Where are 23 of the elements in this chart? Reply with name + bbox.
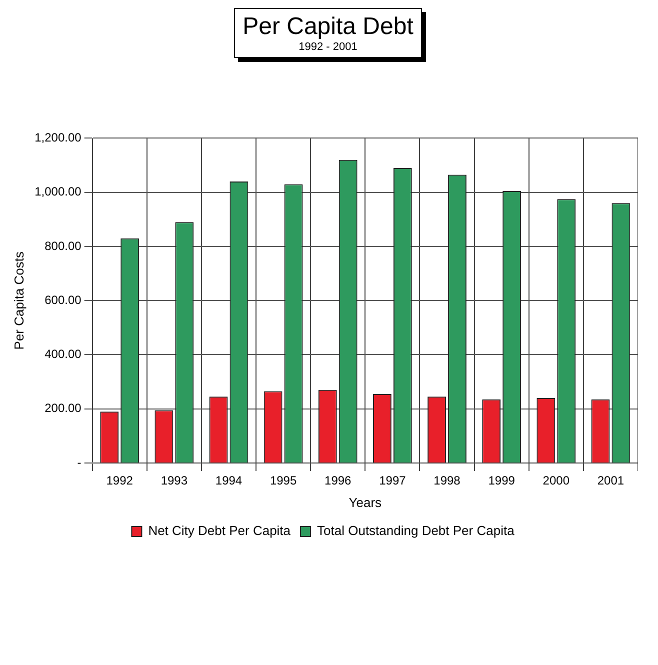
y-tick-label: - — [77, 455, 82, 470]
x-tick-label: 2000 — [542, 474, 570, 488]
x-tick-label: 1992 — [106, 474, 134, 488]
y-tick-label: 200.00 — [44, 401, 82, 416]
x-tick-label: 1997 — [379, 474, 406, 488]
y-tick-label: 600.00 — [44, 292, 82, 307]
x-tick-label: 1998 — [434, 474, 461, 488]
chart-title: Per Capita Debt — [242, 13, 414, 41]
y-tick-label: 400.00 — [44, 347, 82, 362]
y-tick-label: 800.00 — [44, 238, 82, 253]
y-axis-title: Per Capita Costs — [11, 250, 26, 350]
legend-label: Net City Debt Per Capita — [148, 523, 292, 538]
x-tick-label: 1999 — [488, 474, 516, 488]
y-tick-label: 1,200.00 — [34, 130, 82, 145]
chart-subtitle: 1992 - 2001 — [298, 41, 358, 53]
x-tick-label: 1995 — [270, 474, 297, 488]
x-tick-label: 1996 — [324, 474, 352, 488]
x-tick-label: 1994 — [215, 474, 242, 488]
legend-label: Total Outstanding Debt Per Capita — [317, 523, 516, 538]
y-tick-label: 1,000.00 — [34, 184, 82, 199]
x-axis-title: Years — [348, 494, 382, 510]
x-tick-label: 2001 — [597, 474, 624, 488]
x-tick-label: 1993 — [160, 474, 188, 488]
